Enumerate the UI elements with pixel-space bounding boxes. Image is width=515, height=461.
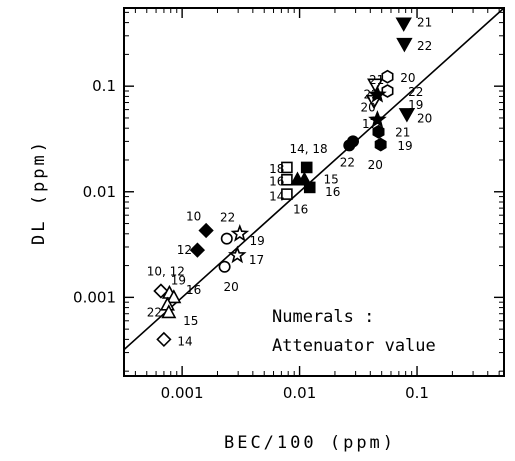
open-triangle-down-marker <box>367 78 384 93</box>
attenuator-label: 21 <box>369 73 384 87</box>
attenuator-label: 21 <box>395 125 410 139</box>
open-diamond-marker <box>156 331 172 348</box>
attenuator-label: 15 <box>324 173 339 187</box>
attenuator-label: 14, 18 <box>289 142 327 156</box>
attenuator-label: 19 <box>250 234 265 248</box>
filled-square-marker <box>300 161 313 174</box>
open-square-marker <box>281 173 293 186</box>
attenuator-label: 17 <box>362 117 377 131</box>
open-triangle-marker <box>166 289 182 304</box>
attenuator-label: 20 <box>368 158 383 172</box>
open-triangle-marker <box>161 304 177 319</box>
attenuator-label: 22 <box>408 85 423 99</box>
filled-triangle-down-marker <box>396 37 413 53</box>
open-square-marker <box>281 161 293 174</box>
attenuator-label: 17 <box>249 253 264 267</box>
attenuator-label: 10 <box>186 210 201 224</box>
filled-hexagon-marker <box>374 137 387 152</box>
filled-star-marker <box>368 84 387 103</box>
y-tick-label: 0.1 <box>92 77 116 95</box>
open-star-marker <box>230 224 250 242</box>
filled-circle-marker <box>347 135 360 148</box>
filled-hexagon-marker <box>372 124 385 139</box>
attenuator-label: 16 <box>325 185 340 199</box>
filled-diamond-marker <box>198 222 214 239</box>
attenuator-label: 19 <box>408 98 423 112</box>
attenuator-label: 16 <box>186 283 201 297</box>
attenuator-label: 20 <box>400 71 415 85</box>
attenuator-label: 20 <box>417 111 432 125</box>
open-hexagon-marker <box>381 84 394 98</box>
filled-triangle-down-marker <box>395 17 412 32</box>
attenuator-label: 10, 12 <box>147 265 185 279</box>
attenuator-label: 20 <box>360 100 375 114</box>
attenuator-label: 22 <box>363 88 378 102</box>
filled-triangle-down-marker <box>398 108 416 123</box>
y-tick-label: 0.01 <box>83 183 116 201</box>
open-circle-marker <box>220 232 233 245</box>
attenuator-label: 22 <box>417 39 432 53</box>
attenuator-label: 18 <box>269 162 284 176</box>
attenuator-label: 12 <box>177 243 192 257</box>
attenuator-label: 16 <box>269 175 284 189</box>
note-line-2: Attenuator value <box>272 336 436 356</box>
filled-diamond-marker <box>189 242 206 258</box>
open-diamond-marker <box>153 283 169 299</box>
x-tick-label: 0.001 <box>161 384 204 402</box>
attenuator-label: 20 <box>223 280 238 294</box>
attenuator-label: 16 <box>293 202 308 216</box>
attenuator-label: 21 <box>417 16 432 30</box>
reference-line <box>123 7 505 351</box>
attenuator-label: 19 <box>397 139 412 153</box>
attenuator-label: 15 <box>183 314 198 328</box>
attenuator-label: 14 <box>177 335 192 349</box>
legend-note: Numerals : Attenuator value <box>272 307 436 356</box>
x-tick-label: 0.1 <box>405 384 429 402</box>
y-tick-label: 0.001 <box>73 288 116 306</box>
open-circle-marker <box>218 260 231 273</box>
open-square-marker <box>281 188 293 200</box>
open-hexagon-marker <box>381 69 394 84</box>
y-axis-label: DL (ppm) <box>29 139 49 245</box>
attenuator-label: 22 <box>220 211 235 225</box>
filled-star-marker <box>368 110 387 128</box>
attenuator-label: 22 <box>147 305 162 319</box>
attenuator-label: 14 <box>269 190 284 204</box>
attenuator-label: 22 <box>340 155 355 169</box>
x-tick-label: 0.01 <box>283 384 316 402</box>
attenuator-label: 19 <box>171 273 186 287</box>
x-axis-label: BEC/100 (ppm) <box>224 433 396 453</box>
open-star-marker <box>228 245 247 264</box>
note-line-1: Numerals : <box>272 307 374 327</box>
filled-triangle-marker <box>296 171 312 186</box>
